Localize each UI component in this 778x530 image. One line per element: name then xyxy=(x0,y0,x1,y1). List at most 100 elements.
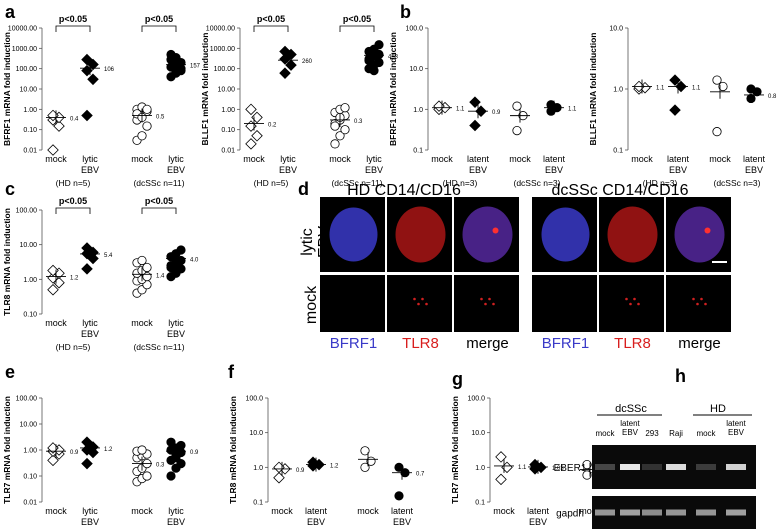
y-axis-label: BFRF1 mRNA fold induction xyxy=(388,32,398,146)
significance-label: p<0.05 xyxy=(145,14,173,24)
x-category-label: mock xyxy=(45,154,67,164)
x-category-label: lytic xyxy=(168,318,184,328)
mean-value-label: 1.2 xyxy=(104,447,113,453)
data-point xyxy=(142,262,152,273)
data-point xyxy=(712,75,722,85)
data-point xyxy=(746,84,756,94)
y-tick-label: 100.0 xyxy=(245,396,263,403)
gel-band xyxy=(620,464,640,470)
data-point xyxy=(142,104,152,114)
y-tick-label: 0.10 xyxy=(23,474,37,481)
channel-label: BFRF1 xyxy=(542,335,590,352)
red-stain xyxy=(395,206,446,263)
chart-c: 0.10 1.00 10.00 100.00 TLR8 mRNA fold induct… xyxy=(2,196,199,352)
red-speck xyxy=(625,297,628,301)
y-tick-label: 1.0 xyxy=(475,465,485,472)
red-speck xyxy=(480,297,483,301)
red-speck xyxy=(425,302,428,306)
data-point xyxy=(81,242,93,254)
mean-value-label: 4.0 xyxy=(190,257,199,263)
x-category-label: EBV xyxy=(167,517,185,527)
mean-value-label: 0.9 xyxy=(70,450,79,456)
gel-band xyxy=(642,509,662,516)
mean-value-label: 106 xyxy=(104,67,115,73)
x-category-label: mock xyxy=(631,154,653,164)
red-speck xyxy=(417,302,420,306)
mean-value-label: 157 xyxy=(190,64,201,70)
x-category-label: mock xyxy=(45,506,67,516)
data-point xyxy=(546,100,556,110)
gel-band xyxy=(642,464,662,470)
red-speck xyxy=(484,302,487,306)
x-category-label: lytic xyxy=(280,154,296,164)
red-speck xyxy=(696,302,699,306)
group-caption: (dcSSc n=11) xyxy=(133,342,184,352)
y-tick-label: 1000.00 xyxy=(12,46,37,53)
panel-letter-c: c xyxy=(5,179,15,199)
mean-value-label: 0.4 xyxy=(70,116,79,122)
gel-lane-label: EBV xyxy=(622,428,639,437)
blue-stain xyxy=(541,207,590,262)
x-category-label: mock xyxy=(45,318,67,328)
y-tick-label: 1.0 xyxy=(413,107,423,114)
x-category-label: lytic xyxy=(366,154,382,164)
data-point xyxy=(582,459,592,470)
data-point xyxy=(81,263,93,275)
x-category-label: EBV xyxy=(81,329,99,339)
x-category-label: EBV xyxy=(469,165,487,175)
x-category-label: EBV xyxy=(545,165,563,175)
y-axis-label: TLR7 mRNA fold induction xyxy=(450,396,460,504)
group-caption: (HD n=5) xyxy=(56,178,91,188)
y-tick-label: 100.0 xyxy=(405,26,423,33)
gel-group-dcssc: dcSSc xyxy=(615,403,647,415)
mean-value-label: 0.5 xyxy=(156,114,165,120)
mean-value-label: 0.9 xyxy=(492,110,501,116)
x-category-label: lytic xyxy=(82,318,98,328)
group-caption: (HD n=5) xyxy=(56,342,91,352)
gel-row-label: EBER1 xyxy=(554,463,587,474)
y-tick-label: 100.0 xyxy=(467,396,485,403)
group-caption: (HD n=3) xyxy=(643,178,678,188)
x-category-label: lytic xyxy=(82,506,98,516)
y-tick-label: 10.0 xyxy=(409,66,423,73)
gel-lane-label: Raji xyxy=(669,429,683,438)
data-point xyxy=(176,458,186,469)
data-point xyxy=(369,66,379,76)
data-point xyxy=(53,120,65,132)
x-category-label: mock xyxy=(131,318,153,328)
gel-group-hd: HD xyxy=(710,403,726,415)
significance-bracket xyxy=(141,207,177,214)
x-category-label: EBV xyxy=(167,329,185,339)
data-point xyxy=(166,437,176,447)
data-point xyxy=(251,111,263,124)
mean-value-label: 0.8 xyxy=(768,94,777,100)
y-axis-label: BFRF1 mRNA fold induction xyxy=(2,32,12,146)
x-category-label: mock xyxy=(431,154,453,164)
red-speck xyxy=(637,302,640,306)
red-speck xyxy=(488,297,491,301)
data-point xyxy=(582,470,592,480)
data-point xyxy=(364,55,374,66)
data-point xyxy=(330,121,340,131)
red-stain xyxy=(607,206,658,263)
significance-label: p<0.05 xyxy=(343,14,371,24)
data-point xyxy=(166,49,176,60)
y-tick-label: 10.00 xyxy=(217,87,235,94)
red-speck xyxy=(421,297,424,301)
red-speck xyxy=(413,297,416,301)
group-caption: (dcSSc n=11) xyxy=(133,178,184,188)
data-point xyxy=(340,125,350,135)
mean-value-label: 1.2 xyxy=(70,276,79,282)
x-category-label: lytic xyxy=(168,154,184,164)
data-point xyxy=(137,445,147,455)
mean-value-label: 453 xyxy=(388,54,399,60)
x-category-label: lytic xyxy=(168,506,184,516)
significance-label: p<0.05 xyxy=(59,14,87,24)
chart-a1: 0.01 0.10 1.00 10.00 100.00 1000.00 10000.00BF… xyxy=(2,14,201,188)
data-point xyxy=(166,471,176,481)
x-category-label: EBV xyxy=(393,517,411,527)
data-point xyxy=(137,255,147,266)
row-label-lytic: lytic xyxy=(299,228,316,256)
y-tick-label: 100.00 xyxy=(214,66,236,73)
